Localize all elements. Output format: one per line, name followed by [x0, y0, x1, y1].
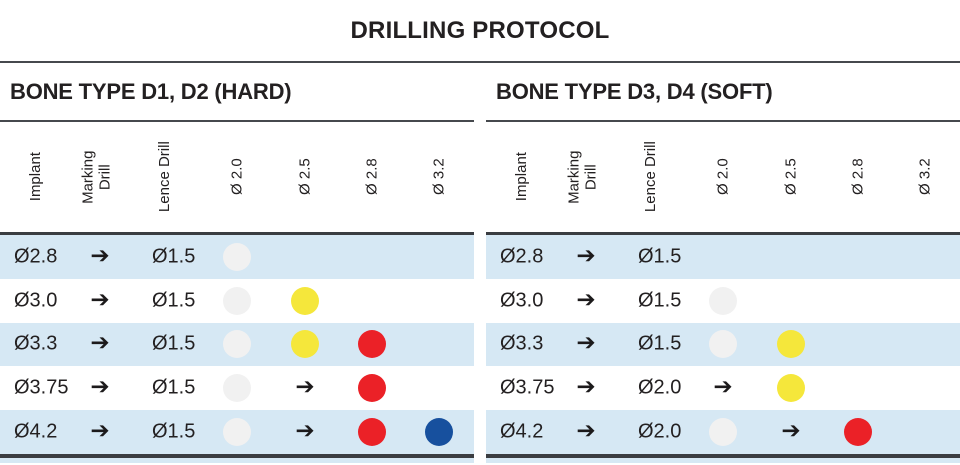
drill-dot-yellow	[291, 330, 319, 359]
sequence-arrow-icon: ➔	[713, 374, 733, 401]
table-bottom-border	[486, 453, 960, 458]
lence-drill-label: Ø2.0	[638, 420, 682, 443]
protocol-row: Ø2.8 ➔ Ø1.5	[0, 235, 474, 279]
implant-size-label: Ø4.2	[14, 420, 58, 443]
marking-arrow-icon: ➔	[576, 418, 596, 445]
protocol-row: Ø3.75 ➔ Ø1.5 ➔	[0, 366, 474, 410]
drill-dot-gray	[223, 330, 251, 359]
marking-arrow-icon: ➔	[576, 242, 596, 269]
lence-drill-label: Ø2.0	[638, 376, 682, 399]
section-header-soft: BONE TYPE D3, D4 (SOFT)	[486, 63, 960, 122]
section-header-hard: BONE TYPE D1, D2 (HARD)	[0, 63, 474, 122]
marking-arrow-icon: ➔	[90, 418, 110, 445]
column-header-label: Ø 2.8	[363, 158, 381, 196]
lence-drill-label: Ø1.5	[152, 245, 196, 268]
protocol-row: Ø3.3 ➔ Ø1.5	[486, 322, 960, 367]
marking-arrow-icon: ➔	[90, 242, 110, 269]
protocol-row: Ø4.2 ➔ Ø1.5 ➔	[0, 410, 474, 454]
column-header-label: Implant	[513, 152, 531, 202]
drill-dot-gray	[223, 374, 251, 403]
lence-drill-label: Ø1.5	[152, 289, 196, 312]
section-title: BONE TYPE D1, D2 (HARD)	[10, 78, 292, 104]
column-header-row: Implant Marking Drill Lence Drill Ø 2.0 Ø 2.…	[486, 122, 960, 235]
drill-dot-gray	[709, 330, 737, 359]
lence-drill-label: Ø1.5	[152, 332, 196, 355]
column-header-label: Ø 2.0	[228, 158, 246, 196]
table-bottom-strip	[0, 457, 474, 463]
lence-drill-label: Ø1.5	[638, 245, 682, 268]
drill-dot-yellow	[777, 374, 805, 403]
drill-dot-gray	[709, 286, 737, 315]
column-header-label: Marking Drill	[79, 150, 115, 204]
page-title: DRILLING PROTOCOL	[350, 16, 610, 44]
drill-dot-gray	[223, 286, 251, 315]
drill-dot-gray	[709, 418, 737, 447]
section-title: BONE TYPE D3, D4 (SOFT)	[496, 78, 773, 104]
implant-size-label: Ø4.2	[500, 420, 544, 443]
drill-dot-blue	[425, 418, 453, 447]
protocol-row: Ø3.0 ➔ Ø1.5	[0, 279, 474, 323]
table-bottom-border	[0, 453, 474, 458]
marking-arrow-icon: ➔	[90, 330, 110, 357]
marking-arrow-icon: ➔	[576, 374, 596, 401]
drill-dot-red	[358, 374, 386, 403]
column-header-label: Ø 2.5	[782, 158, 800, 196]
marking-arrow-icon: ➔	[576, 330, 596, 357]
column-header-label: Lence Drill	[155, 141, 173, 213]
implant-size-label: Ø3.75	[500, 376, 555, 399]
drill-dot-yellow	[777, 330, 805, 359]
table-body: Ø2.8 ➔ Ø1.5 Ø3.0 ➔ Ø1.5 Ø3.3 ➔ Ø1.5 Ø3.75 ➔ Ø2.0 ➔ Ø4…	[486, 235, 960, 454]
page-title-band: DRILLING PROTOCOL	[0, 0, 960, 63]
column-header-label: Ø 2.0	[714, 158, 732, 196]
column-header-label: Lence Drill	[641, 141, 659, 213]
lence-drill-label: Ø1.5	[638, 332, 682, 355]
tables-container: BONE TYPE D1, D2 (HARD) Implant Marking D…	[0, 63, 960, 463]
implant-size-label: Ø3.0	[500, 289, 544, 312]
protocol-row: Ø2.8 ➔ Ø1.5	[486, 235, 960, 279]
lence-drill-label: Ø1.5	[638, 289, 682, 312]
bone-table-hard: BONE TYPE D1, D2 (HARD) Implant Marking D…	[0, 63, 474, 463]
bone-table-soft: BONE TYPE D3, D4 (SOFT) Implant Marking D…	[486, 63, 960, 463]
drill-dot-gray	[223, 242, 251, 271]
column-header-label: Implant	[27, 152, 45, 202]
column-header-label: Ø 2.8	[849, 158, 867, 196]
sequence-arrow-icon: ➔	[295, 374, 315, 401]
protocol-row: Ø3.0 ➔ Ø1.5	[486, 279, 960, 323]
implant-size-label: Ø3.0	[14, 289, 58, 312]
sequence-arrow-icon: ➔	[295, 418, 315, 445]
column-header-row: Implant Marking Drill Lence Drill Ø 2.0 Ø 2.…	[0, 122, 474, 235]
drill-dot-gray	[223, 418, 251, 447]
sequence-arrow-icon: ➔	[781, 418, 801, 445]
lence-drill-label: Ø1.5	[152, 420, 196, 443]
table-bottom-strip	[486, 457, 960, 463]
drill-dot-red	[358, 330, 386, 359]
implant-size-label: Ø3.75	[14, 376, 69, 399]
column-header-label: Marking Drill	[565, 150, 601, 204]
implant-size-label: Ø2.8	[500, 245, 544, 268]
column-header-label: Ø 3.2	[916, 158, 934, 196]
marking-arrow-icon: ➔	[90, 374, 110, 401]
marking-arrow-icon: ➔	[90, 286, 110, 313]
table-body: Ø2.8 ➔ Ø1.5 Ø3.0 ➔ Ø1.5 Ø3.3 ➔ Ø1.5 Ø3.75 ➔ Ø1.5 ➔ Ø4…	[0, 235, 474, 454]
column-header-label: Ø 3.2	[430, 158, 448, 196]
lence-drill-label: Ø1.5	[152, 376, 196, 399]
drill-dot-red	[844, 418, 872, 447]
drill-dot-yellow	[291, 286, 319, 315]
column-header-label: Ø 2.5	[296, 158, 314, 196]
protocol-row: Ø4.2 ➔ Ø2.0 ➔	[486, 410, 960, 454]
implant-size-label: Ø2.8	[14, 245, 58, 268]
marking-arrow-icon: ➔	[576, 286, 596, 313]
implant-size-label: Ø3.3	[500, 332, 544, 355]
implant-size-label: Ø3.3	[14, 332, 58, 355]
drill-dot-red	[358, 418, 386, 447]
protocol-row: Ø3.3 ➔ Ø1.5	[0, 322, 474, 367]
protocol-row: Ø3.75 ➔ Ø2.0 ➔	[486, 366, 960, 410]
